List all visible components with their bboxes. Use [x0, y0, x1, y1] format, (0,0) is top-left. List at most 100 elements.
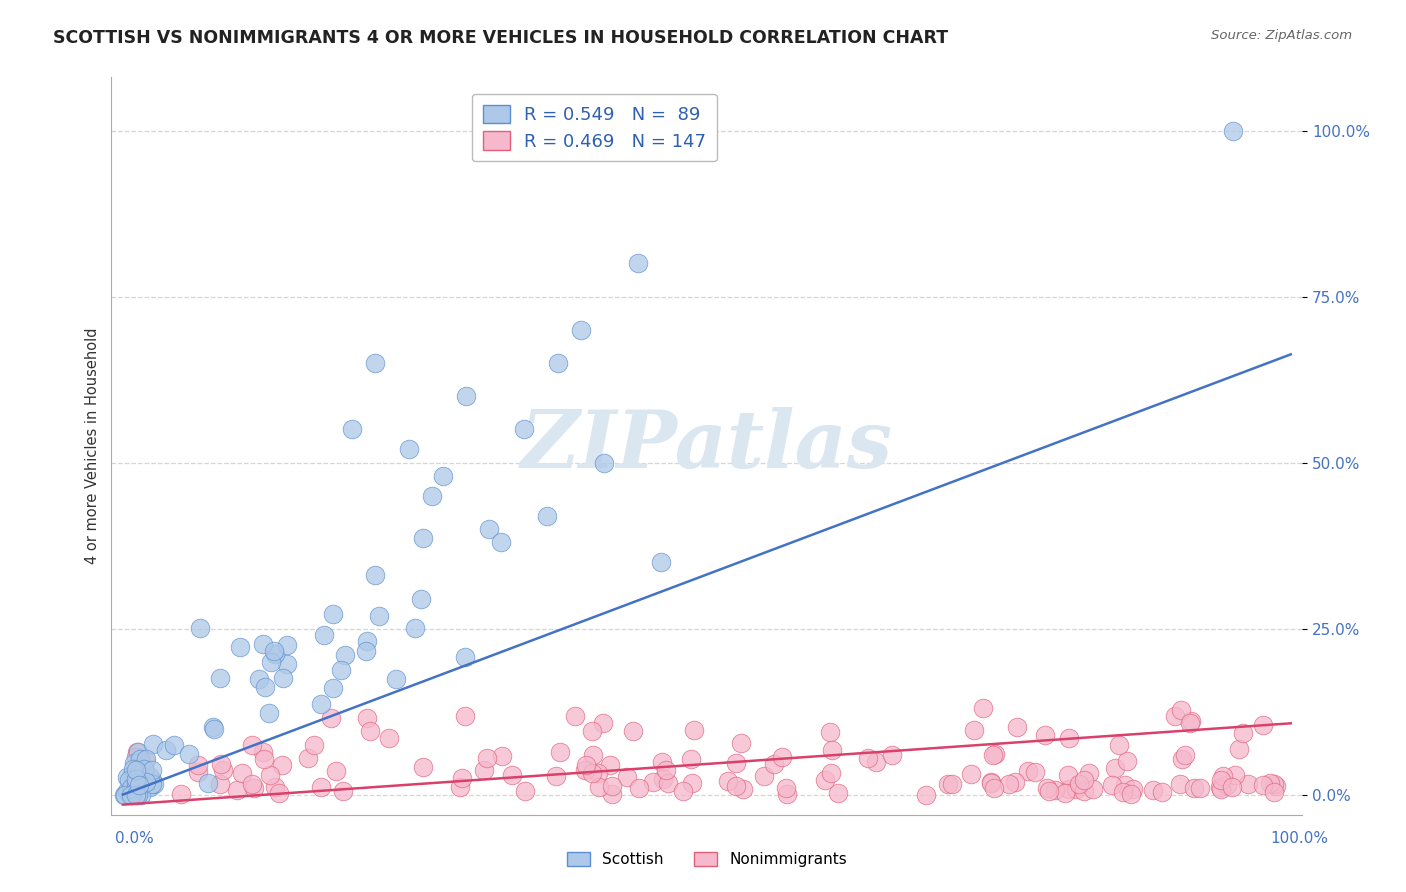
Point	[1208, 780, 1230, 794]
Point	[717, 773, 740, 788]
Point	[1263, 777, 1285, 791]
Point	[672, 784, 695, 798]
Point	[141, 772, 163, 787]
Point	[914, 788, 936, 802]
Point	[1004, 775, 1026, 789]
Text: ZIPatlas: ZIPatlas	[520, 408, 893, 484]
Point	[602, 779, 624, 793]
Point	[240, 777, 263, 791]
Point	[229, 640, 252, 654]
Point	[259, 767, 281, 781]
Point	[600, 787, 623, 801]
Point	[963, 723, 986, 737]
Y-axis label: 4 or more Vehicles in Household: 4 or more Vehicles in Household	[86, 327, 100, 565]
Point	[681, 776, 703, 790]
Point	[941, 777, 963, 791]
Point	[1184, 780, 1206, 795]
Point	[546, 769, 568, 783]
Point	[127, 788, 149, 802]
Point	[311, 697, 333, 711]
Point	[628, 781, 651, 796]
Point	[1237, 777, 1260, 791]
Point	[187, 765, 209, 780]
Point	[682, 723, 704, 738]
Point	[356, 711, 378, 725]
Point	[155, 743, 177, 757]
Point	[125, 788, 148, 802]
Point	[936, 777, 959, 791]
Point	[623, 723, 645, 738]
Point	[1258, 776, 1281, 790]
Point	[260, 655, 283, 669]
Point	[1121, 787, 1143, 801]
Point	[432, 469, 454, 483]
Point	[188, 621, 211, 635]
Point	[1043, 783, 1066, 797]
Point	[138, 769, 160, 783]
Point	[263, 644, 285, 658]
Point	[478, 522, 501, 536]
Point	[269, 786, 291, 800]
Point	[1222, 123, 1244, 137]
Point	[651, 772, 673, 787]
Point	[128, 778, 150, 792]
Point	[513, 784, 536, 798]
Point	[1152, 785, 1174, 799]
Point	[882, 747, 904, 762]
Point	[120, 779, 142, 793]
Point	[359, 723, 381, 738]
Point	[321, 710, 343, 724]
Point	[114, 788, 136, 802]
Point	[1073, 772, 1095, 787]
Point	[226, 783, 249, 797]
Point	[574, 763, 596, 777]
Point	[754, 769, 776, 783]
Point	[1035, 781, 1057, 796]
Point	[271, 758, 294, 772]
Point	[820, 765, 842, 780]
Point	[259, 706, 281, 721]
Point	[263, 647, 285, 661]
Point	[1180, 714, 1202, 728]
Point	[960, 767, 983, 781]
Point	[367, 608, 389, 623]
Point	[276, 638, 298, 652]
Point	[1142, 783, 1164, 797]
Point	[650, 555, 672, 569]
Point	[643, 775, 665, 789]
Point	[1164, 709, 1187, 723]
Point	[1171, 752, 1194, 766]
Point	[304, 738, 326, 752]
Point	[127, 746, 149, 760]
Point	[124, 764, 146, 778]
Point	[491, 749, 513, 764]
Point	[208, 671, 231, 685]
Point	[858, 751, 880, 765]
Point	[581, 765, 603, 780]
Point	[197, 776, 219, 790]
Point	[117, 770, 139, 784]
Point	[599, 757, 621, 772]
Point	[449, 780, 471, 794]
Point	[124, 756, 146, 771]
Point	[972, 700, 994, 714]
Point	[271, 671, 294, 685]
Point	[1251, 718, 1274, 732]
Point	[125, 749, 148, 764]
Point	[763, 757, 786, 772]
Point	[1220, 780, 1243, 794]
Point	[312, 628, 335, 642]
Point	[120, 788, 142, 802]
Point	[142, 737, 165, 751]
Point	[582, 747, 605, 762]
Point	[1067, 777, 1090, 791]
Point	[1174, 747, 1197, 762]
Point	[177, 747, 200, 761]
Point	[564, 709, 586, 723]
Point	[243, 781, 266, 796]
Point	[125, 776, 148, 790]
Point	[1059, 781, 1081, 796]
Point	[655, 763, 678, 777]
Point	[1057, 768, 1080, 782]
Point	[997, 777, 1019, 791]
